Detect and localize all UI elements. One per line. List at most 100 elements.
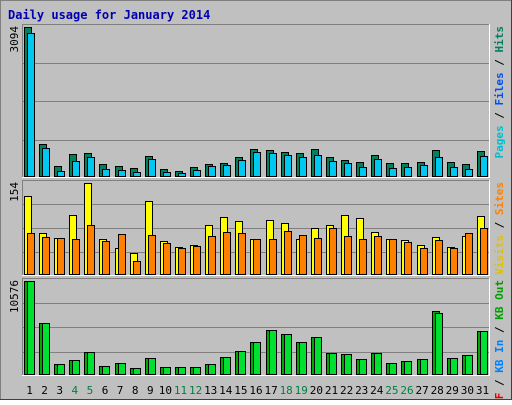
kb-bar-kb-f-14 — [223, 357, 231, 375]
kb-bar-kb-f-21 — [329, 353, 337, 375]
visits-sites-bar-sites-17 — [269, 239, 277, 275]
kb-bar-kb-f-6 — [102, 366, 110, 375]
visits-sites-legend-sites: Sites — [493, 182, 506, 215]
pages-files-hits-bar-files-3 — [57, 171, 65, 177]
x-tick-labels: 1 2 3 4 5 6 7 8 9 10 11 12 13 14 15 16 17 18 19 20 21 22 23 24 2… — [26, 384, 489, 397]
pages-files-hits-bar-files-5 — [87, 157, 95, 177]
x-tick-label-8: 8 — [132, 384, 139, 397]
kb-bar-kb-f-13 — [208, 364, 216, 375]
visits-sites-bar-sites-19 — [299, 235, 307, 275]
kb-bar-kb-f-15 — [238, 351, 246, 375]
kb-bar-kb-f-30 — [465, 355, 473, 375]
kb-bar-kb-f-9 — [148, 358, 156, 375]
x-tick-label-19: 19 — [295, 384, 308, 397]
visits-sites-ymax-label: 154 — [8, 182, 21, 202]
x-tick-label-27: 27 — [415, 384, 428, 397]
pages-files-hits-bar-files-10 — [163, 172, 171, 177]
kb-bar-kb-f-22 — [344, 354, 352, 375]
kb-bar-kb-f-29 — [450, 358, 458, 375]
x-tick-label-3: 3 — [56, 384, 63, 397]
kb-bar-kb-f-7 — [118, 363, 126, 375]
panel-frames — [22, 24, 490, 376]
visits-sites-bar-sites-15 — [238, 233, 246, 275]
x-tick-label-24: 24 — [370, 384, 384, 397]
visits-sites-bar-sites-11 — [178, 248, 186, 275]
pages-files-hits-bar-files-15 — [238, 160, 246, 177]
visits-sites-bar-sites-18 — [284, 231, 292, 275]
x-tick-label-17: 17 — [264, 384, 277, 397]
visits-sites-legend-separator: / — [493, 215, 506, 235]
pages-files-hits-legend-files: Files — [493, 72, 506, 105]
pages-files-hits-bar-files-26 — [404, 167, 412, 177]
bars — [24, 27, 488, 375]
x-tick-label-4: 4 — [71, 384, 78, 397]
pages-files-hits-bar-files-22 — [344, 163, 352, 177]
x-tick-label-1: 1 — [26, 384, 33, 397]
visits-sites-bar-sites-13 — [208, 236, 216, 275]
pages-files-hits-bar-files-12 — [193, 170, 201, 177]
visits-sites-bar-sites-3 — [57, 238, 65, 275]
x-tick-label-14: 14 — [219, 384, 233, 397]
visits-sites-bar-sites-22 — [344, 236, 352, 275]
x-tick-label-30: 30 — [461, 384, 474, 397]
pages-files-hits-bar-files-20 — [314, 155, 322, 177]
pages-files-hits-bar-files-27 — [420, 165, 428, 177]
pages-files-hits-bar-files-29 — [450, 167, 458, 177]
visits-sites-bar-sites-5 — [87, 225, 95, 275]
x-tick-label-5: 5 — [87, 384, 94, 397]
x-tick-label-26: 26 — [400, 384, 413, 397]
pages-files-hits-legend-separator: / — [493, 53, 506, 73]
pages-files-hits-legend-hits: Hits — [493, 26, 506, 53]
visits-sites-legend-visits: Visits — [493, 235, 506, 275]
pages-files-hits-bar-files-25 — [389, 168, 397, 177]
kb-bar-kb-f-5 — [87, 352, 95, 375]
x-tick-label-13: 13 — [204, 384, 217, 397]
x-tick-label-28: 28 — [431, 384, 444, 397]
visits-sites-bar-sites-9 — [148, 235, 156, 275]
x-tick-label-21: 21 — [325, 384, 338, 397]
pages-files-hits-bar-files-13 — [208, 166, 216, 177]
visits-sites-bar-sites-27 — [420, 248, 428, 275]
pages-files-hits-bar-files-30 — [465, 169, 473, 177]
x-tick-label-23: 23 — [355, 384, 368, 397]
visits-sites-bar-sites-12 — [193, 246, 201, 275]
pages-files-hits-bar-files-18 — [284, 155, 292, 177]
x-tick-label-6: 6 — [102, 384, 109, 397]
pages-files-hits-bar-files-14 — [223, 165, 231, 177]
x-tick-label-25: 25 — [385, 384, 398, 397]
pages-files-hits-bar-files-24 — [374, 159, 382, 177]
kb-bar-kb-f-24 — [374, 353, 382, 375]
kb-bar-kb-f-26 — [404, 361, 412, 375]
kb-bar-kb-f-28 — [435, 313, 443, 375]
visits-sites-bar-sites-24 — [374, 236, 382, 275]
x-tick-label-18: 18 — [280, 384, 293, 397]
kb-bar-kb-f-10 — [163, 367, 171, 375]
visits-sites-bar-sites-1 — [27, 233, 35, 275]
x-tick-label-20: 20 — [310, 384, 323, 397]
pages-files-hits-bar-files-19 — [299, 157, 307, 177]
kb-bar-kb-f-19 — [299, 342, 307, 375]
visits-sites-bar-sites-14 — [223, 232, 231, 275]
visits-sites-bar-sites-28 — [435, 240, 443, 275]
x-tick-label-7: 7 — [117, 384, 124, 397]
visits-sites-bar-sites-21 — [329, 228, 337, 275]
pages-files-hits-bar-files-4 — [72, 161, 80, 177]
visits-sites-bar-sites-10 — [163, 243, 171, 275]
visits-sites-bar-sites-20 — [314, 238, 322, 275]
kb-legend-separator: / — [493, 320, 506, 340]
kb-bar-kb-f-1 — [27, 281, 35, 375]
visits-sites-bar-sites-6 — [102, 241, 110, 275]
pages-files-hits-bar-files-16 — [253, 152, 261, 177]
visits-sites-legend: Visits / Sites — [493, 182, 506, 275]
pages-files-hits-bar-files-21 — [329, 161, 337, 177]
pages-files-hits-bar-files-8 — [133, 172, 141, 177]
pages-files-hits-legend-pages: Pages — [493, 125, 506, 158]
kb-bar-kb-f-25 — [389, 363, 397, 375]
visits-sites-bar-sites-16 — [253, 239, 261, 275]
kb-bar-kb-f-17 — [269, 330, 277, 375]
kb-bar-kb-f-27 — [420, 359, 428, 375]
kb-bar-kb-f-20 — [314, 337, 322, 375]
kb-bar-kb-f-3 — [57, 364, 65, 375]
